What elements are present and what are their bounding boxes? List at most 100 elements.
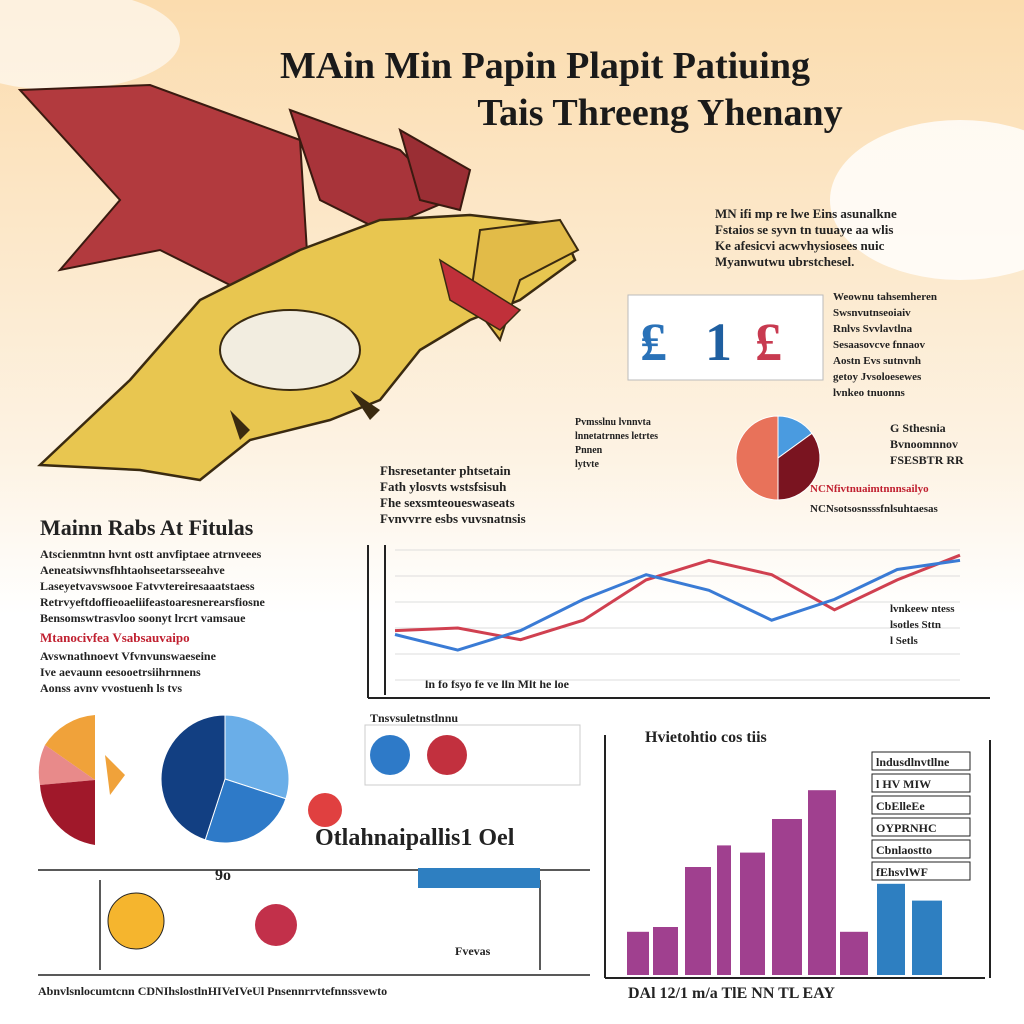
red-line: NCNfivtnuaimtnnnsailyo [810,483,929,495]
subtitle: Tais Threeng Yhenany [477,92,842,134]
pie-slice [204,778,287,844]
caption: Otlahnaipallis1 Oel [315,825,515,851]
line-chart-frame [367,545,990,699]
cloud [830,120,1024,280]
bar [912,900,942,975]
line-label: l Setls [890,635,919,647]
dot [107,892,165,950]
text-line: MN ifi mp re lwe Eins asunalkne [715,206,897,221]
text-line: Retrvyeftdoffieoaeliifeastoaresnerearsfi… [40,595,265,609]
text-line: Ke afesicvi acwvhysiosees nuic [715,238,885,253]
legend-text: l HV MIW [876,777,931,791]
text-line: Fhe sexsmteoueswaseats [380,495,515,510]
legend-text: fEhsvlWF [876,865,928,879]
bar-chart [627,790,942,975]
bar [840,931,868,975]
dot [370,735,410,775]
icon-panel [627,294,824,381]
text-line: Fstaios se syvn tn tuuaye aa wlis [715,222,893,237]
pie-slice [224,714,290,800]
bar [877,883,905,975]
text-line: G Sthesnia [890,421,946,435]
text-line: Weownu tahsemheren [833,291,937,303]
pie-notes: G Sthesnia Bvnoomnnov FSESBTR RR NCNfivtnua… [810,421,964,515]
bar-title: Hvietohtio cos tiis [645,729,767,746]
title: MAin Min Papin Plapit Patiuing [280,45,810,87]
dragon [17,83,580,482]
bar [627,931,649,975]
bottom-bar [418,868,540,888]
text-line: lnnetatrnnes letrtes [575,431,658,442]
text-line: lytvte [575,459,599,470]
legend-box [871,773,971,793]
bottom-number: 9o [215,867,231,884]
text-line: Aeneatsiwvnsfhhtaohseetarsseeahve [40,563,225,577]
text-line: getoy Jvsoloesewes [833,371,922,383]
text-line: Fvnvvrre esbs vuvsnatnsis [380,511,526,526]
bar [772,819,802,975]
top-pie [735,415,821,501]
mid-pie [160,714,290,844]
text-line: Laseyetvavswsooe Fatvvtereiresaaatstaess [40,579,255,593]
text-line: Atscienmtnn hvnt ostt anvfiptaee atrnvee… [40,547,262,561]
text-line: Swsnvutnseoiaiv [833,307,911,319]
icon: ₤ [640,312,667,372]
icon: £ [755,312,782,372]
footer: Abnvlsnlocumtcnn CDNIhslostlnHIVeIVeUl P… [38,984,387,998]
text-line: FSESBTR RR [890,453,964,467]
bar-axes [604,735,991,979]
text-line: Bensomswtrasvloo soonyt lrcrt vamsaue [40,611,246,625]
bar [717,845,731,975]
bar-legend: lndusdlnvtllne l HV MIW CbElleEe OYPRNHC Cbn… [871,751,971,881]
legend-box [871,751,971,771]
side-notes: Weownu tahsemheren Swsnvutnseoiaiv Rnlvs S… [833,291,937,399]
bar-x-text: DAl 12/1 m/a TlE NN TL EAY [628,985,835,1002]
heading: Mainn Rabs At Fitulas [40,515,254,540]
text-line: Fhsresetanter phtsetain [380,463,511,478]
legend-text: lndusdlnvtllne [876,755,950,769]
legend-text: OYPRNHC [876,821,937,835]
left-pie [38,715,125,845]
legend-box [871,861,971,881]
dot [308,793,342,827]
icon: 1 [705,312,732,372]
line-x-text: ln fo fsyo fe ve lln Mlt he loe [425,677,570,691]
legend-box [871,839,971,859]
pie-slice [777,432,821,501]
bar [653,927,678,975]
legend-text: CbElleEe [876,799,925,813]
left-text: Mainn Rabs At Fitulas Atscienmtnn hvnt os… [40,515,265,695]
text-line: Aonss avnv vvostuenh ls tvs [40,681,182,695]
cloud [0,0,180,90]
line-chart: lvnkeew ntess lsotles Sttn l Setls [394,549,961,681]
line-series [394,553,961,642]
legend-box [871,795,971,815]
red-line: Mtanocivfea Vsabsauvaipo [40,630,190,645]
text-line: Pvmsslnu lvnnvta [575,417,651,428]
text-line: Pnnen [575,445,603,456]
text-line: lvnkeo tnuonns [833,387,906,399]
bottom-label: Fvevas [455,944,491,958]
line-label: lsotles Sttn [890,619,941,631]
text-line: Ive aevaunn eesooetrsiihrnnens [40,665,201,679]
bar [685,867,711,975]
text-line: NCNsotsosnsssfnlsuhtaesas [810,503,938,515]
dots-title: Tnsvsuletnstlnnu [370,711,458,725]
line-label: lvnkeew ntess [890,603,955,615]
text-line: Sesaasovcve fnnaov [833,339,925,351]
dot [255,904,297,946]
pie-slice [735,415,779,501]
text-line: Bvnoomnnov [890,437,958,451]
text-line: Rnlvs Svvlavtlna [833,323,913,335]
small-notes: Pvmsslnu lvnnvta lnnetatrnnes letrtes Pnne… [575,417,658,470]
legend-box [871,817,971,837]
bar [740,852,765,975]
pie-slice [160,714,226,841]
text-line: Myanwutwu ubrstchesel. [715,254,854,269]
text-line: Fath ylosvts wstsfsisuh [380,479,507,494]
dot [427,735,467,775]
